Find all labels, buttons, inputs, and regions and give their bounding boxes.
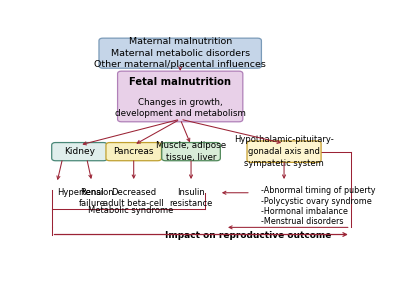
FancyBboxPatch shape bbox=[247, 141, 321, 162]
Text: Insulin
resistance: Insulin resistance bbox=[169, 189, 213, 208]
Text: Fetal malnutrition: Fetal malnutrition bbox=[129, 77, 231, 87]
Text: Metabolic syndrome: Metabolic syndrome bbox=[88, 206, 173, 215]
FancyBboxPatch shape bbox=[162, 142, 220, 161]
Text: -Abnormal timing of puberty
-Polycystic ovary syndrome
-Hormonal imbalance
-Mens: -Abnormal timing of puberty -Polycystic … bbox=[261, 186, 375, 226]
Text: Decreased
adult beta-cell: Decreased adult beta-cell bbox=[103, 189, 164, 208]
Text: Impact on reproductive outcome: Impact on reproductive outcome bbox=[165, 231, 332, 240]
Text: Pancreas: Pancreas bbox=[114, 147, 154, 156]
Text: Changes in growth,
development and metabolism: Changes in growth, development and metab… bbox=[115, 98, 246, 117]
Text: Kidney: Kidney bbox=[64, 147, 95, 156]
FancyBboxPatch shape bbox=[106, 142, 162, 161]
Text: Muscle, adipose
tissue, liver: Muscle, adipose tissue, liver bbox=[156, 141, 226, 162]
Text: Maternal malnutrition
Maternal metabolic disorders
Other maternal/placental infl: Maternal malnutrition Maternal metabolic… bbox=[94, 37, 266, 69]
FancyBboxPatch shape bbox=[118, 71, 243, 122]
FancyBboxPatch shape bbox=[99, 38, 262, 68]
Text: Hypertension: Hypertension bbox=[57, 189, 114, 198]
Text: Hypothalamic-pituitary-
gonadal axis and
sympatetic system: Hypothalamic-pituitary- gonadal axis and… bbox=[234, 135, 334, 168]
FancyBboxPatch shape bbox=[52, 142, 107, 161]
Text: Renal
failure: Renal failure bbox=[78, 189, 105, 208]
